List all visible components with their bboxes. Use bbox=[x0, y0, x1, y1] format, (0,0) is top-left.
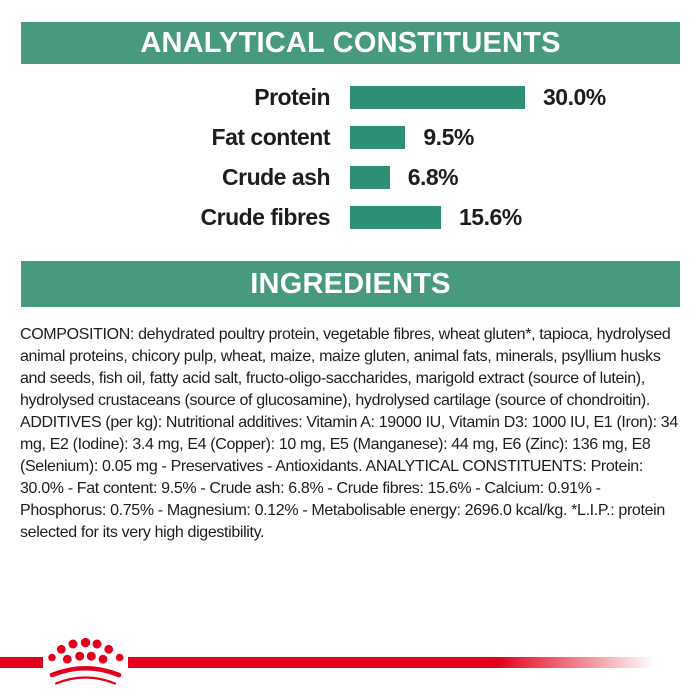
bar bbox=[350, 126, 406, 149]
chart-row: Crude ash 6.8% bbox=[0, 164, 700, 190]
bar bbox=[350, 206, 441, 229]
composition-paragraph: COMPOSITION: dehydrated poultry protein,… bbox=[20, 326, 678, 541]
bar-value-label: 9.5% bbox=[423, 124, 474, 150]
bar-label: Protein bbox=[254, 84, 330, 110]
chart-row: Protein 30.0% bbox=[0, 84, 700, 110]
bar-value-label: 6.8% bbox=[407, 164, 459, 190]
chart-row: Fat content 9.5% bbox=[0, 124, 700, 150]
red-divider-line-right bbox=[128, 657, 655, 668]
analytical-constituents-chart: Protein 30.0% Fat content 9.5% Crude ash 6.8%… bbox=[0, 84, 700, 246]
bar-label: Fat content bbox=[211, 124, 331, 150]
ingredients-header: INGREDIENTS bbox=[21, 261, 680, 307]
bar bbox=[350, 86, 525, 109]
analytical-constituents-header: ANALYTICAL CONSTITUENTS bbox=[21, 22, 680, 64]
bar-label: Crude ash bbox=[222, 164, 330, 190]
bar-value-label: 30.0% bbox=[543, 84, 606, 110]
bar-label: Crude fibres bbox=[200, 204, 331, 230]
royal-canin-crown-icon bbox=[48, 638, 124, 685]
bar-value-label: 15.6% bbox=[459, 204, 522, 230]
red-divider-line-left bbox=[0, 657, 43, 668]
bar bbox=[350, 166, 390, 189]
chart-row: Crude fibres 15.6% bbox=[0, 204, 700, 230]
